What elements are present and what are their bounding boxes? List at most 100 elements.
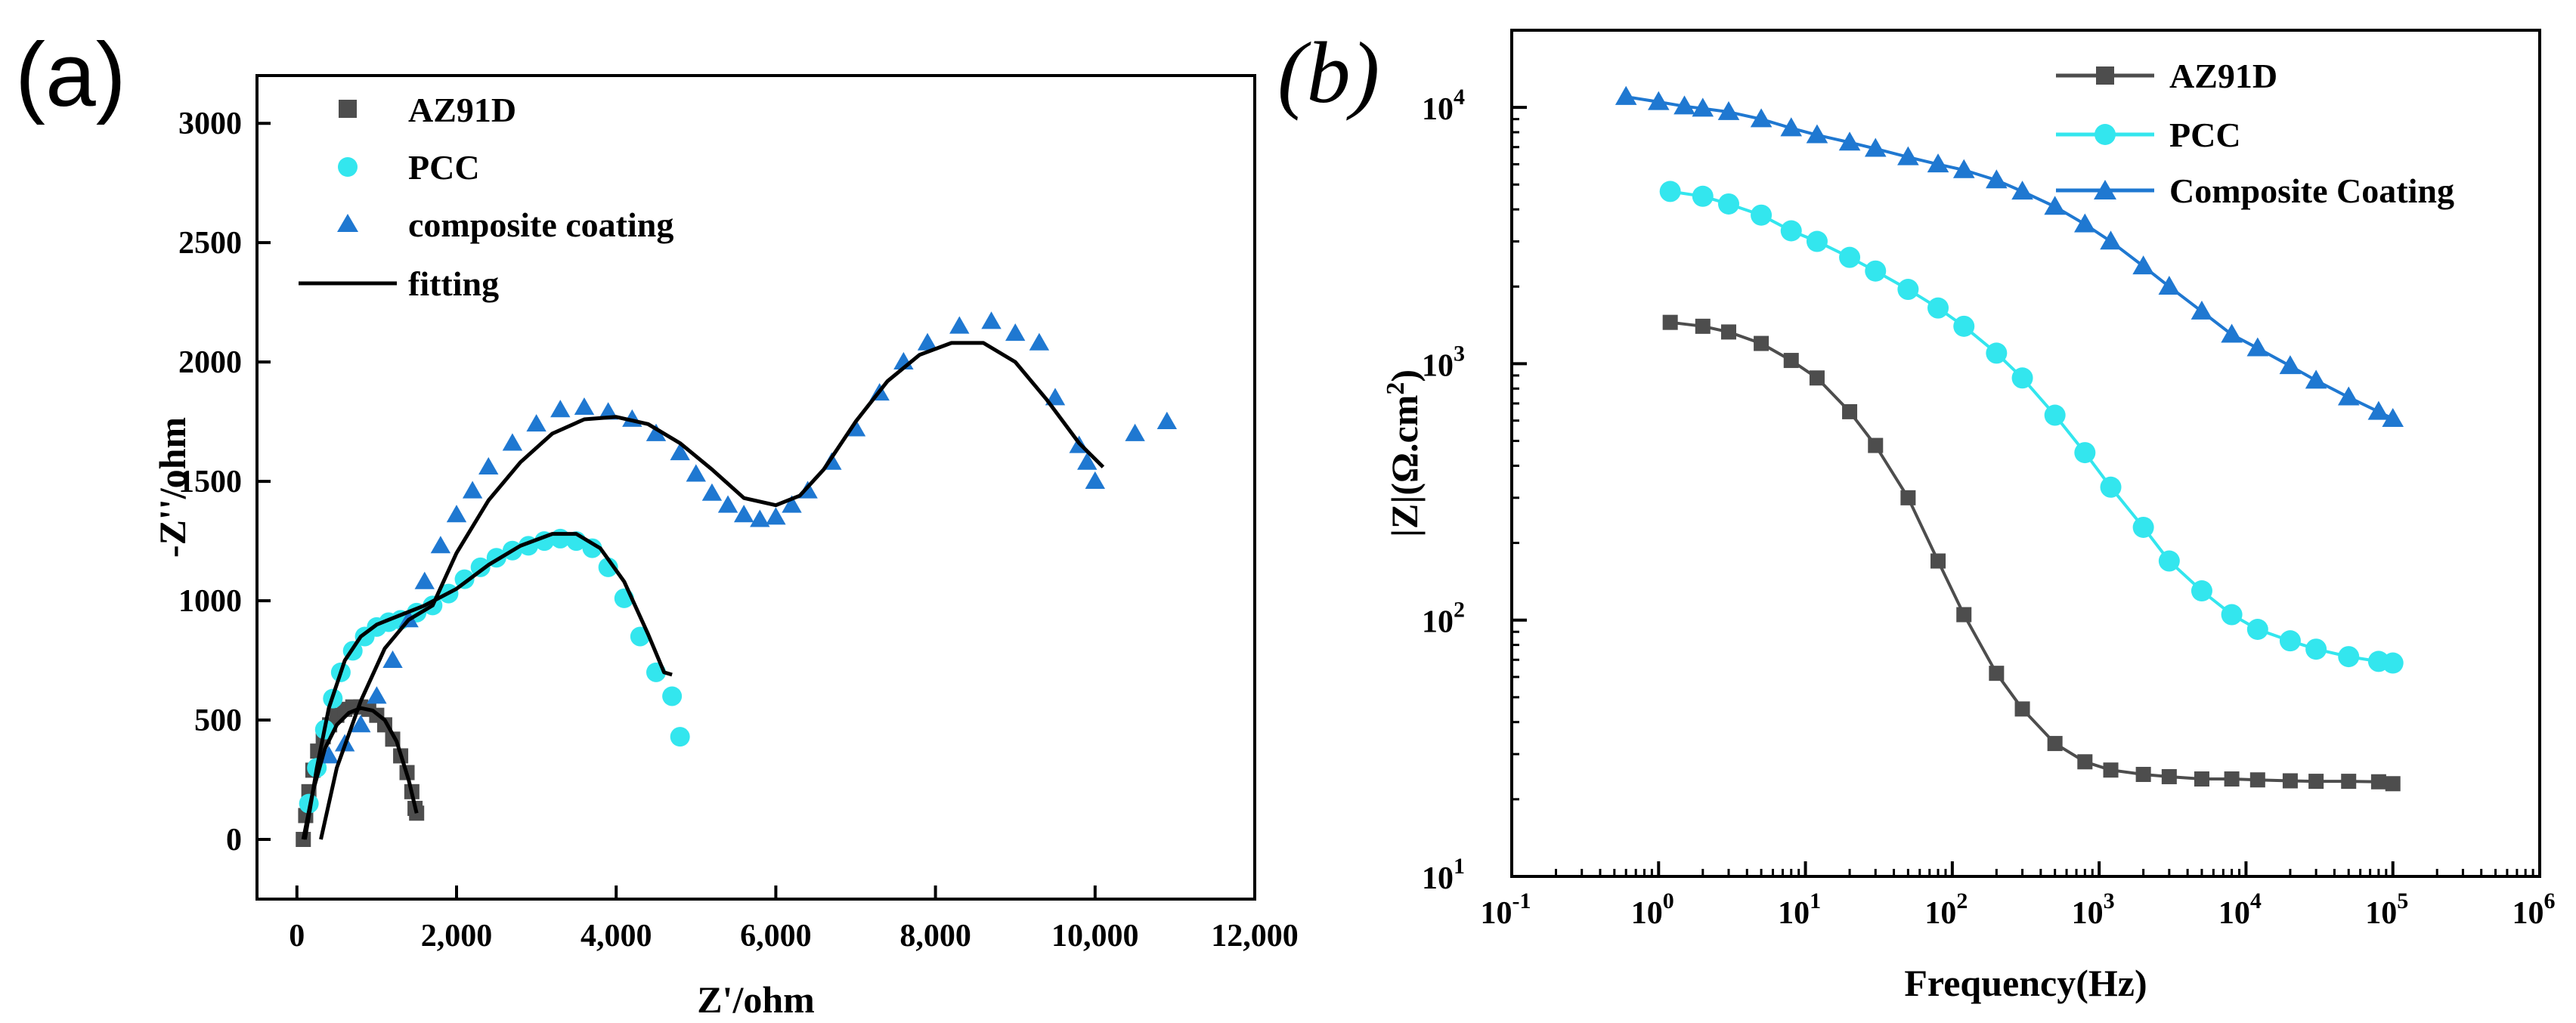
point-a-circle (662, 686, 683, 706)
x-tick-label-b: 102 (1924, 889, 1968, 931)
x-tick-label-b: 105 (2365, 889, 2408, 931)
point-b-triangle (2100, 230, 2122, 250)
y-tick-label-a: 2000 (178, 345, 242, 380)
legend-marker-az91d (339, 100, 357, 118)
point-b-circle (2100, 476, 2122, 498)
point-b-triangle (1692, 97, 1714, 117)
point-b-square (2385, 776, 2401, 792)
fitting-line (319, 341, 1105, 840)
legend-marker-pcc-b (2095, 124, 2116, 145)
point-b-square (2077, 754, 2093, 770)
point-b-triangle (1864, 138, 1887, 157)
point-b-triangle (2246, 337, 2269, 357)
point-b-circle (1897, 279, 1919, 301)
point-a-triangle (717, 495, 738, 513)
point-b-square (1662, 314, 1678, 330)
point-a-triangle (1005, 323, 1026, 342)
point-b-square (1754, 335, 1769, 351)
point-b-triangle (2044, 196, 2066, 215)
x-tick-base-b: 10 (1778, 896, 1810, 931)
point-b-triangle (2011, 181, 2033, 200)
point-b-triangle (1615, 85, 1637, 105)
point-b-circle (1717, 193, 1739, 215)
legend-label-az91d: AZ91D (408, 91, 516, 129)
point-b-circle (1751, 204, 1773, 226)
point-a-triangle (367, 686, 387, 704)
point-b-circle (1986, 342, 2008, 364)
x-tick-exp-b: 5 (2397, 889, 2408, 913)
point-b-triangle (2305, 369, 2327, 389)
point-b-circle (2279, 630, 2301, 652)
point-b-square (2047, 736, 2063, 752)
x-tick-base-b: 10 (1924, 896, 1956, 931)
point-a-triangle (478, 456, 499, 475)
point-b-triangle (1986, 169, 2008, 189)
point-a-triangle (782, 495, 802, 513)
point-a-triangle (766, 507, 786, 525)
panel-b-y-axis-title-main: |Z|(Ω.cm (1383, 395, 1426, 537)
legend-marker-pcc (338, 157, 358, 177)
y-tick-exp-b: 2 (1454, 598, 1465, 623)
point-b-circle (2074, 442, 2096, 464)
x-tick-label-a: 10,000 (1051, 919, 1139, 953)
point-b-triangle (2337, 386, 2360, 406)
point-b-square (2014, 701, 2030, 717)
panel-b-y-axis-title: |Z|(Ω.cm2) (1382, 369, 1426, 537)
point-b-circle (2221, 604, 2243, 626)
point-b-circle (2338, 646, 2360, 668)
y-tick-exp-b: 3 (1454, 341, 1465, 366)
x-tick-base-b: 10 (2218, 896, 2250, 931)
point-b-square (2282, 773, 2298, 789)
point-b-circle (2305, 638, 2327, 660)
point-b-square (1930, 553, 1946, 569)
fitting-line (302, 532, 673, 840)
series-line-b (1625, 95, 2394, 421)
x-tick-exp-b: 0 (1663, 889, 1674, 913)
point-a-triangle (351, 715, 371, 733)
point-b-square (2161, 768, 2177, 784)
x-tick-exp-b: 3 (2104, 889, 2115, 913)
point-b-square (1783, 353, 1799, 369)
point-b-triangle (2367, 400, 2390, 420)
point-b-square (1720, 324, 1736, 340)
x-tick-label-a: 4,000 (581, 919, 652, 953)
x-tick-exp-b: 2 (1956, 889, 1968, 913)
point-b-triangle (1897, 146, 1919, 165)
y-tick-label-a: 2500 (178, 226, 242, 261)
y-tick-base-b: 10 (1422, 605, 1454, 640)
y-tick-exp-b: 4 (1454, 85, 1465, 110)
panel-b-y-axis-title-close: ) (1383, 369, 1426, 382)
point-b-circle (2382, 652, 2404, 674)
y-tick-label-b: 104 (1422, 85, 1465, 127)
point-b-triangle (1952, 159, 1975, 178)
x-tick-label-b: 100 (1631, 889, 1674, 931)
point-b-square (2103, 762, 2119, 778)
point-a-triangle (917, 332, 938, 351)
point-b-square (1868, 437, 1884, 453)
point-a-triangle (1077, 452, 1098, 470)
x-tick-label-b: 10-1 (1481, 889, 1531, 931)
x-tick-exp-b: 6 (2544, 889, 2556, 913)
y-tick-base-b: 10 (1422, 348, 1454, 383)
point-b-triangle (2279, 355, 2302, 375)
point-a-circle (598, 557, 618, 577)
legend-marker-composite-b (2094, 180, 2116, 199)
point-b-triangle (2191, 300, 2213, 320)
point-b-square (2224, 771, 2240, 787)
point-a-triangle (1045, 388, 1066, 406)
point-b-triangle (2132, 255, 2154, 275)
point-a-triangle (949, 316, 970, 334)
point-b-square (2135, 766, 2151, 782)
point-a-circle (582, 538, 602, 558)
legend-label-fitting: fitting (408, 264, 499, 303)
point-b-circle (1953, 315, 1975, 337)
panel-b-y-axis-title-sup: 2 (1382, 382, 1410, 395)
y-tick-base-b: 10 (1422, 92, 1454, 127)
x-tick-label-a: 12,000 (1211, 919, 1299, 953)
x-tick-label-b: 101 (1778, 889, 1821, 931)
panel-a-x-axis-title: Z'/ohm (697, 978, 815, 1019)
x-tick-label-a: 2,000 (421, 919, 493, 953)
